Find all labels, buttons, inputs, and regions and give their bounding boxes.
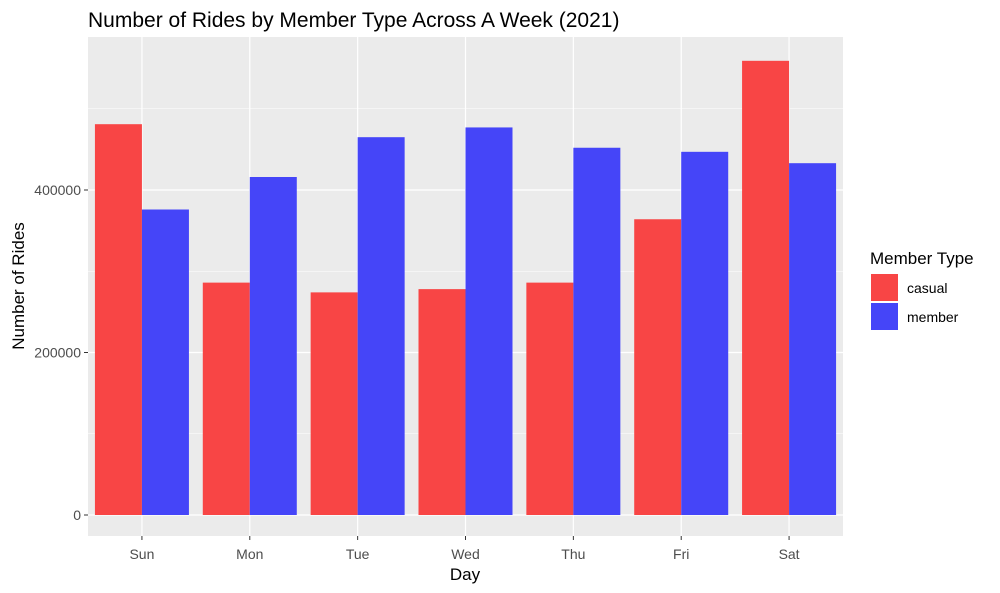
bar-member-sat [789,163,837,515]
legend: Member Type casual member [870,249,974,330]
bar-member-thu [573,147,621,515]
legend-swatch-casual [871,274,898,301]
legend-swatch-member [871,303,898,330]
legend-label-casual: casual [907,280,947,296]
y-tick-label: 200000 [34,345,81,361]
legend-label-member: member [907,309,959,325]
bar-casual-thu [526,282,574,515]
bars [94,60,837,515]
bar-member-tue [357,137,405,515]
bar-casual-mon [202,282,250,515]
y-axis-title: Number of Rides [9,222,28,350]
axis-ticks: 0 200000 400000 Sun Mon Tue Wed Thu Fri Sat [34,182,799,562]
bar-casual-fri [634,219,682,515]
x-tick-label: Sat [779,546,800,562]
y-tick-label: 400000 [34,182,81,198]
bar-casual-tue [310,292,358,515]
x-axis-title: Day [450,565,481,584]
x-tick-label: Mon [236,546,263,562]
bar-member-mon [249,177,297,515]
x-tick-label: Sun [129,546,154,562]
bar-casual-sat [742,60,790,515]
bar-member-wed [465,127,513,515]
chart-title: Number of Rides by Member Type Across A … [88,9,619,32]
bar-casual-sun [94,124,142,515]
x-tick-label: Tue [346,546,370,562]
bar-member-sun [141,209,189,515]
x-tick-label: Wed [451,546,480,562]
legend-title: Member Type [870,249,974,268]
bar-member-fri [681,151,729,515]
x-tick-label: Fri [673,546,689,562]
bar-casual-wed [418,289,466,515]
x-tick-label: Thu [561,546,585,562]
y-tick-label: 0 [73,507,81,523]
